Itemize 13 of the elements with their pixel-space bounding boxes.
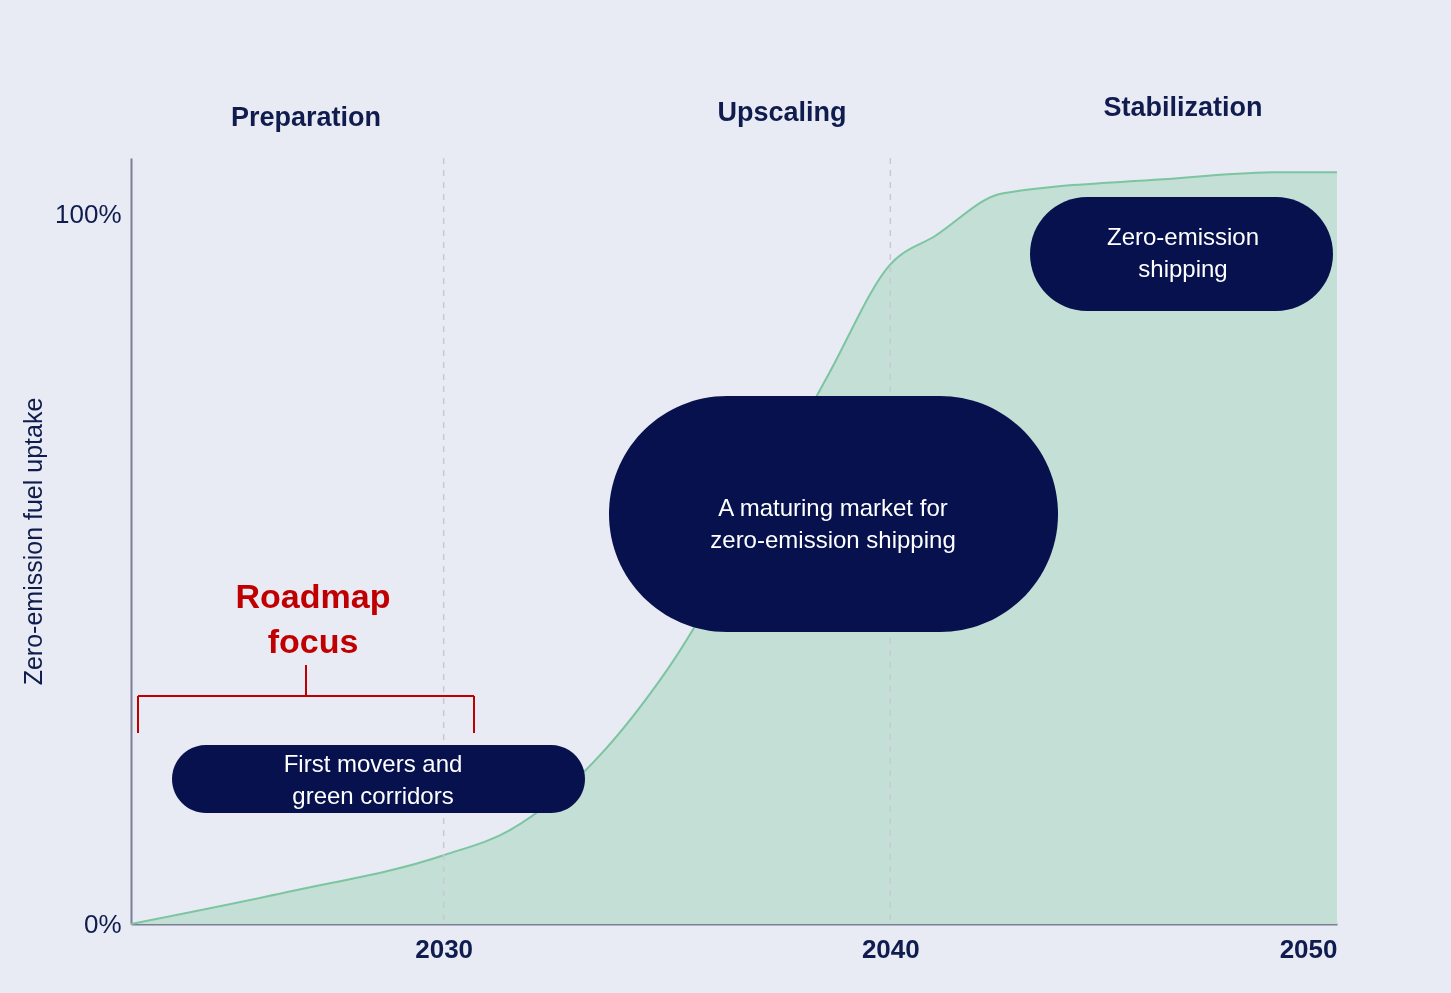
- x-tick-label: 2030: [415, 933, 474, 964]
- x-tick-label: 2040: [861, 933, 920, 964]
- y-tick-label: 0%: [83, 908, 122, 939]
- annotation: Zero-emission shipping: [1106, 223, 1260, 282]
- y-tick-label: 100%: [55, 199, 122, 230]
- annotation: First movers and green corridors: [283, 750, 463, 809]
- y-axis-title: Zero-emission fuel uptake: [19, 397, 47, 686]
- text: Stabilization: [1103, 92, 1263, 122]
- text: Upscaling: [717, 97, 847, 127]
- annotation: Roadmap focus: [235, 576, 391, 660]
- text: Preparation: [230, 102, 382, 132]
- annotation: A maturing market for zero-emission shipping: [710, 494, 956, 553]
- x-tick-label: 2050: [1279, 933, 1338, 964]
